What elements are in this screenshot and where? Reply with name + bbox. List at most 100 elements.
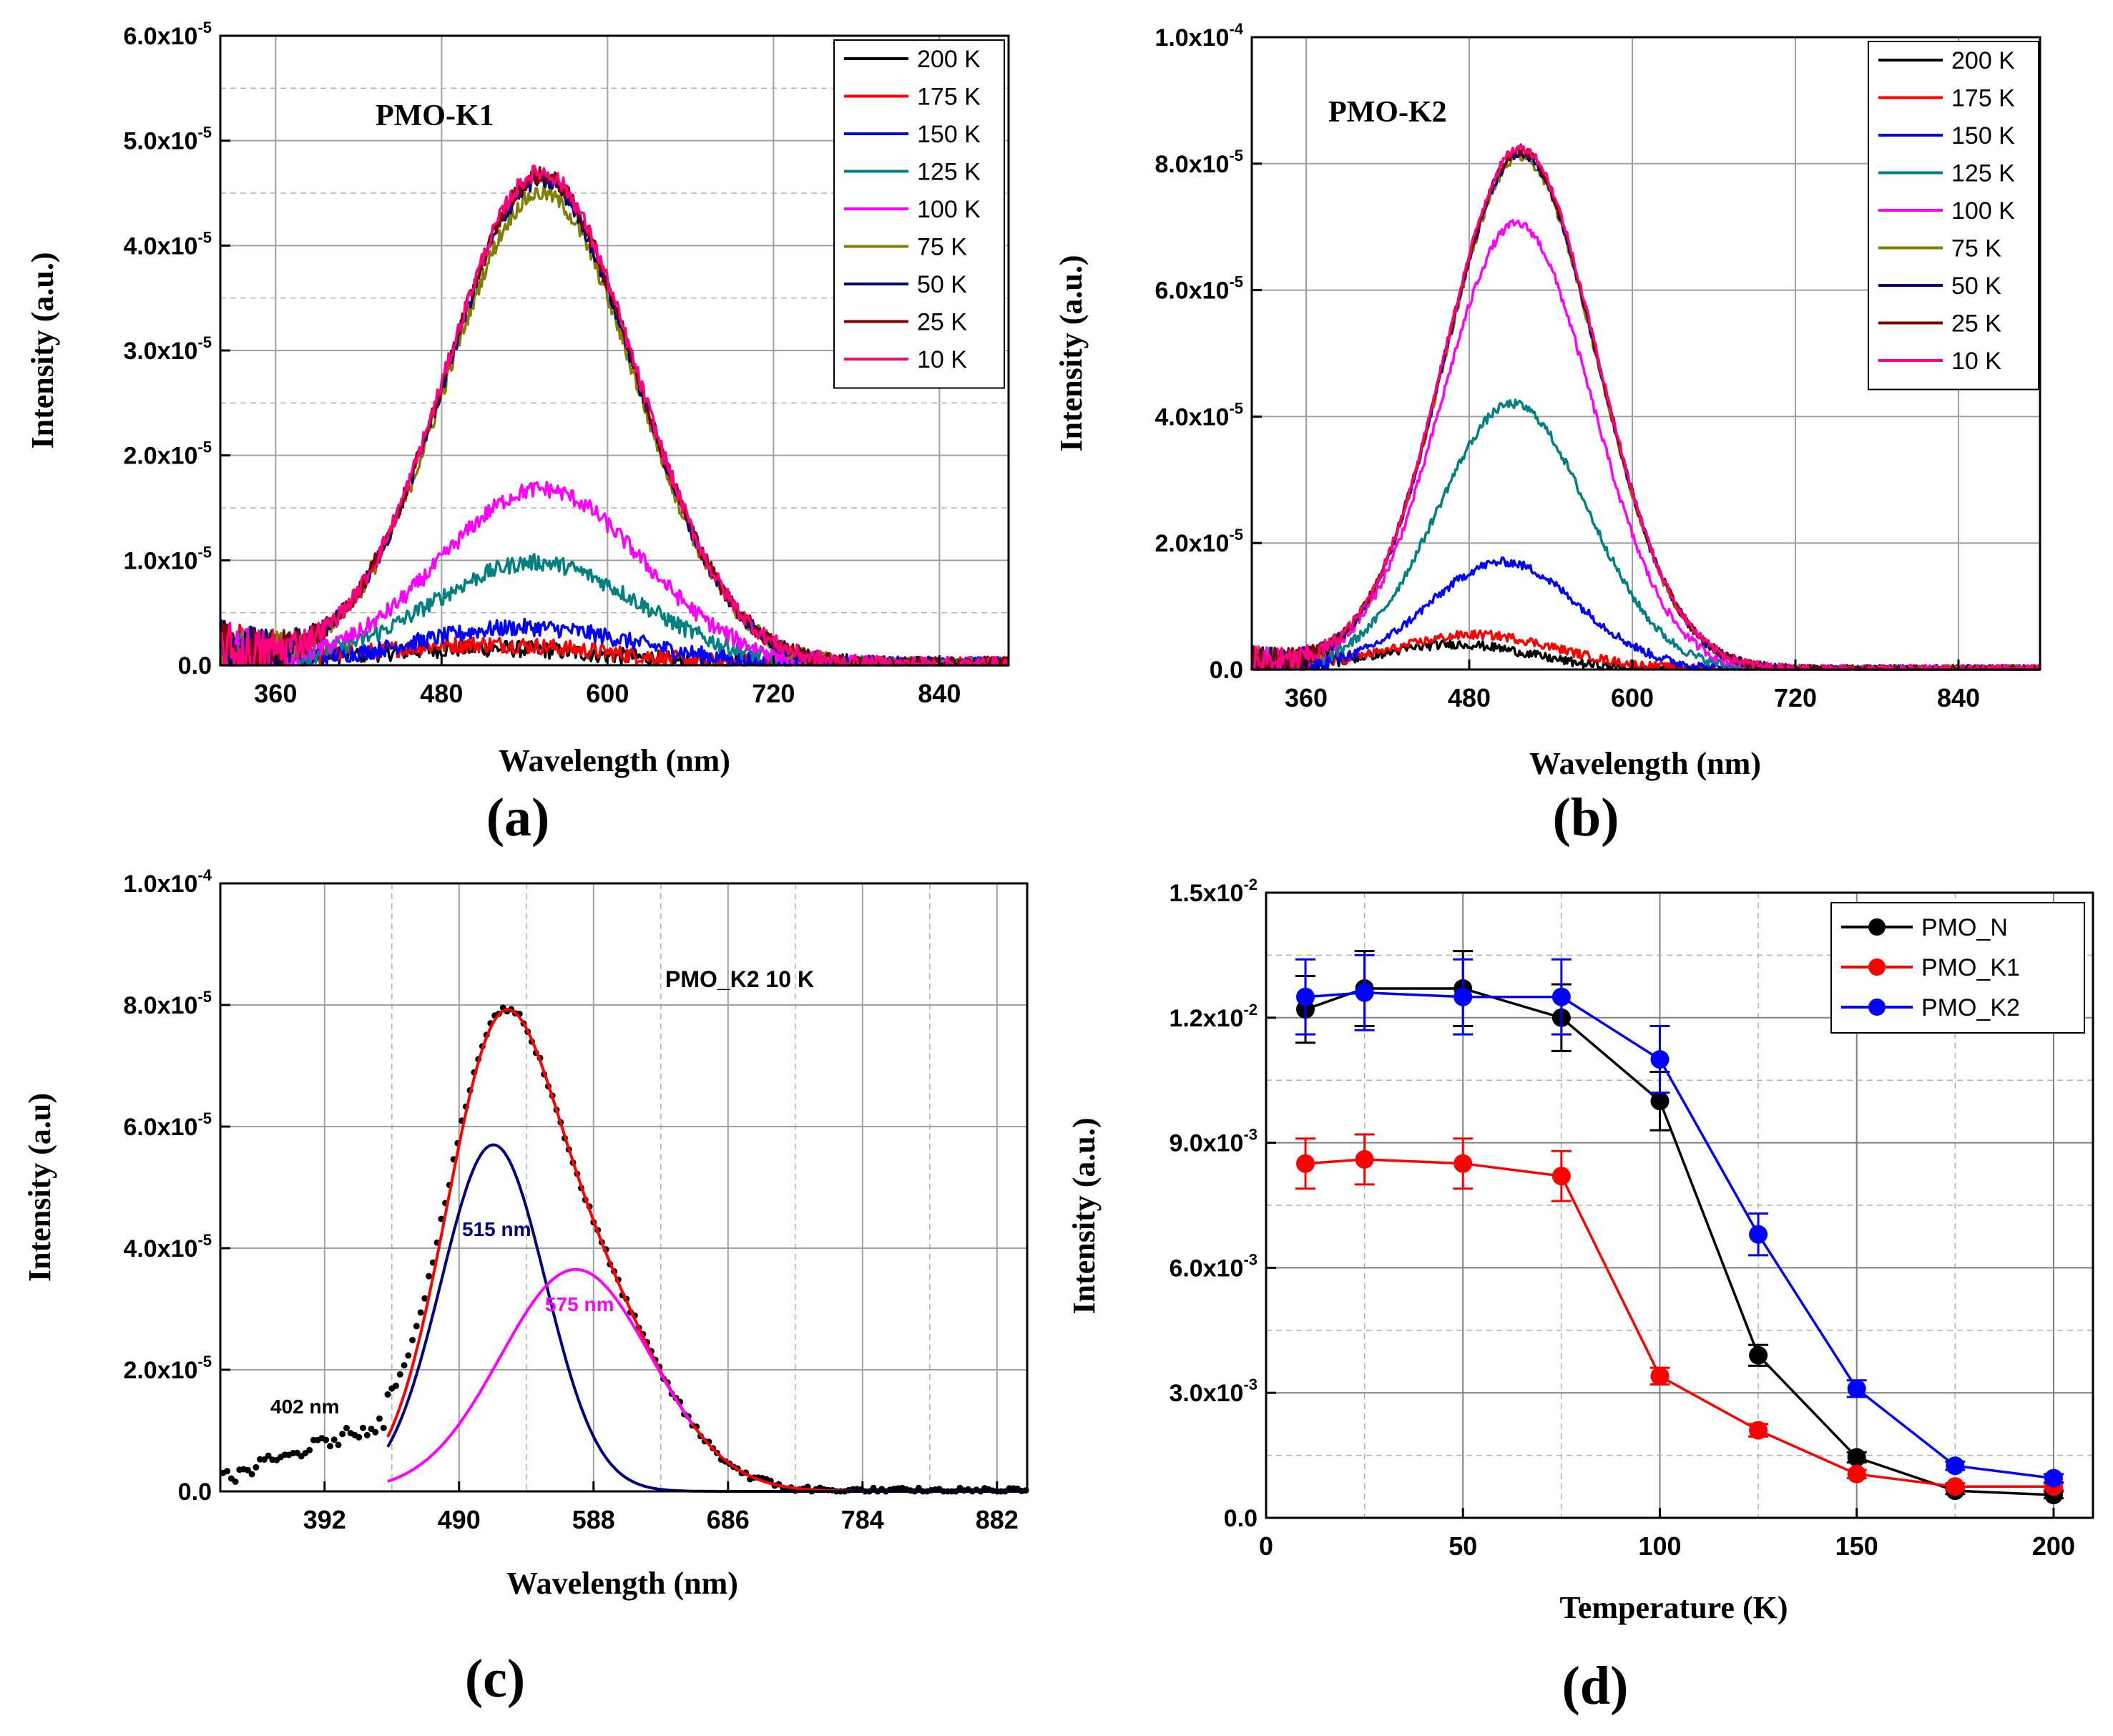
series-line-fit — [386, 1008, 1027, 1493]
data-point — [376, 1415, 383, 1422]
data-point-pmo-k2 — [1296, 987, 1315, 1006]
data-point-pmo-n — [1650, 1092, 1670, 1111]
data-point — [396, 1370, 403, 1378]
data-point — [339, 1431, 346, 1438]
data-point-pmo-k2 — [1650, 1050, 1670, 1069]
legend-label-125-k: 125 K — [917, 159, 981, 186]
data-point — [265, 1452, 272, 1459]
data-point — [409, 1337, 416, 1343]
data-point-pmo-n — [1847, 1448, 1866, 1467]
x-tick-label: 150 — [1835, 1531, 1878, 1561]
panel-b-ticks: 360 480 600 720 840 0.0 2.0x10-5 4.0x10-5 6.0x10… — [1154, 20, 1980, 712]
legend-label-10-k: 10 K — [1951, 348, 2001, 375]
x-tick-label: 784 — [841, 1505, 884, 1534]
data-point-pmo-n — [1749, 1345, 1768, 1365]
panel-d-ylabel: Intensity (a.u.) — [1067, 1117, 1102, 1314]
data-point — [384, 1391, 391, 1398]
data-point — [401, 1362, 408, 1369]
panel-b-legend: 200 K 175 K 150 K 125 K 100 K 75 K 50 K 25 K 10 … — [1868, 41, 2039, 391]
panel-d-series — [1295, 950, 2064, 1504]
legend-label-200-k: 200 K — [1951, 47, 2015, 74]
panel-a-ticks: 360 480 600 720 840 0.0 1.0x10-5 2.0x10-5 3.0x10… — [123, 19, 961, 708]
legend-label-10-k: 10 K — [917, 346, 967, 373]
legend-label-200-k: 200 K — [917, 46, 981, 73]
panel-b-label: (b) — [1553, 788, 1619, 848]
x-tick-label: 480 — [1448, 683, 1491, 712]
y-tick-label: 0.0 — [178, 1478, 212, 1506]
data-point — [360, 1424, 366, 1431]
y-tick-label: 1.5x10-2 — [1169, 876, 1257, 907]
y-tick-label: 1.0x10-5 — [123, 543, 212, 574]
data-point-pmo-k2 — [1946, 1456, 1965, 1476]
data-point-pmo-k1 — [1453, 1154, 1473, 1173]
legend-label-pmo-k1: PMO_K1 — [1921, 954, 2020, 981]
data-point — [244, 1466, 251, 1473]
x-tick-label: 480 — [420, 679, 463, 708]
y-tick-label: 6.0x10-5 — [123, 1109, 212, 1141]
x-tick-label: 50 — [1448, 1531, 1477, 1561]
data-point-pmo-k1 — [1296, 1154, 1315, 1173]
panel-c-ylabel: Intensity (a.u) — [22, 1093, 57, 1282]
x-tick-label: 686 — [707, 1505, 750, 1534]
panel-a-title: PMO-K1 — [376, 99, 494, 132]
legend-marker-pmo-k1 — [1868, 958, 1886, 976]
series-line-10-k — [219, 165, 1009, 667]
data-point-pmo-k1 — [1355, 1149, 1374, 1169]
panel-b-ylabel: Intensity (a.u.) — [1054, 255, 1089, 451]
series-line-pmo-k2 — [1305, 991, 2054, 1480]
legend-label-pmo-n: PMO_N — [1921, 914, 2008, 941]
data-point — [260, 1456, 268, 1463]
legend-label-50-k: 50 K — [917, 271, 967, 298]
legend-label-50-k: 50 K — [1951, 273, 2001, 300]
y-tick-label: 3.0x10-3 — [1169, 1375, 1257, 1407]
panel-b-xlabel: Wavelength (nm) — [1529, 746, 1761, 781]
y-tick-label: 2.0x10-5 — [123, 438, 212, 470]
series-line-175-k — [1250, 629, 2041, 671]
data-point — [413, 1323, 420, 1330]
y-tick-label: 0.0 — [1224, 1505, 1257, 1532]
x-tick-label: 840 — [1937, 683, 1980, 712]
x-tick-label: 360 — [1285, 683, 1328, 712]
legend-box — [833, 39, 1005, 389]
data-point-pmo-k1 — [1749, 1421, 1768, 1440]
legend-label-25-k: 25 K — [917, 309, 967, 336]
data-point — [380, 1424, 387, 1431]
legend-label-125-k: 125 K — [1951, 160, 2015, 187]
series-line-575-nm — [387, 1267, 694, 1483]
legend-label-150-k: 150 K — [1951, 122, 2015, 149]
panel-c-ticks: 392 490 588 686 784 882 0.0 2.0x10-5 4.0x10-5 6.0… — [123, 866, 1018, 1534]
y-tick-label: 2.0x10-5 — [123, 1353, 212, 1384]
data-point — [405, 1352, 412, 1359]
y-tick-label: 6.0x10-5 — [1154, 273, 1243, 305]
data-point — [224, 1468, 231, 1475]
legend-label-75-k: 75 K — [1951, 235, 2001, 263]
y-tick-label: 9.0x10-3 — [1169, 1126, 1257, 1157]
x-tick-label: 100 — [1638, 1531, 1681, 1561]
panel-d-xlabel: Temperature (K) — [1560, 1590, 1788, 1625]
panel-c-xlabel: Wavelength (nm) — [506, 1566, 738, 1601]
y-tick-label: 1.2x10-2 — [1169, 1001, 1257, 1032]
panel-c-series — [220, 1004, 1029, 1495]
data-point-pmo-k1 — [1847, 1464, 1866, 1484]
x-tick-label: 720 — [752, 679, 795, 708]
y-tick-label: 6.0x10-5 — [123, 19, 212, 50]
data-point — [356, 1433, 363, 1441]
data-point — [335, 1441, 342, 1448]
y-tick-label: 5.0x10-5 — [123, 124, 212, 155]
panel-a-ylabel: Intensity (a.u.) — [25, 252, 60, 448]
data-point — [330, 1436, 338, 1443]
data-point — [426, 1272, 433, 1280]
data-point — [393, 1382, 400, 1389]
annotation-515nm: 515 nm — [462, 1218, 531, 1240]
panel-a-legend: 200 K 175 K 150 K 125 K 100 K 75 K 50 K 25 K 10 … — [833, 39, 1005, 389]
x-tick-label: 588 — [572, 1505, 615, 1534]
data-point — [253, 1463, 260, 1471]
panel-c-frame — [219, 882, 1029, 1493]
panel-c-label: (c) — [465, 1649, 525, 1709]
legend-label-100-k: 100 K — [1951, 197, 2015, 225]
panel-c: 392 490 588 686 784 882 0.0 2.0x10-5 4.0x10-5 6.0… — [22, 866, 1029, 1709]
y-tick-label: 1.0x10-4 — [123, 866, 212, 898]
legend-label-150-k: 150 K — [917, 121, 981, 148]
